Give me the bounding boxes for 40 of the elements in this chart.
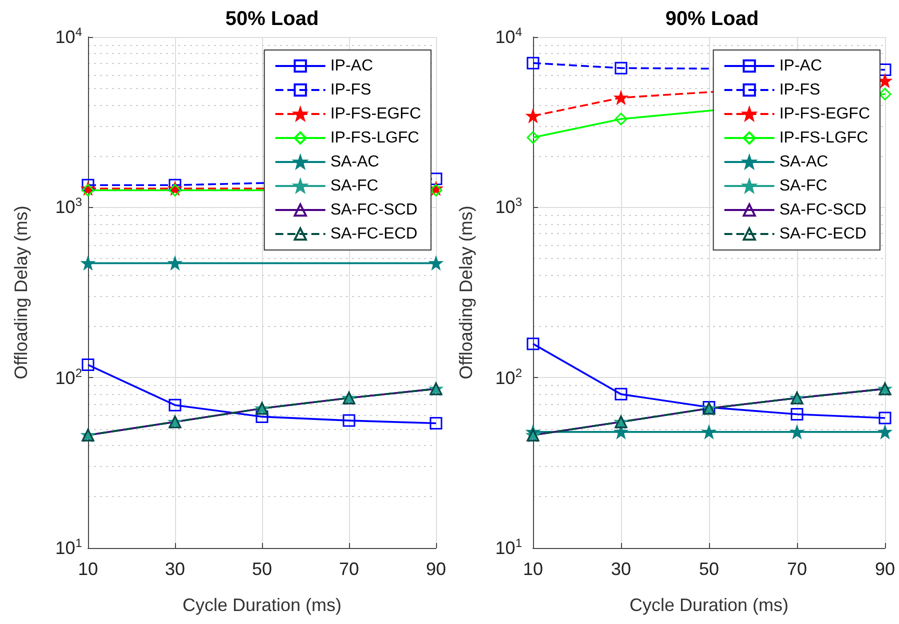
- legend-label: IP-AC: [779, 58, 822, 74]
- x-tick-label: 50: [252, 559, 272, 579]
- x-axis-title: Cycle Duration (ms): [182, 595, 342, 615]
- y-tick-label: 10$^{1}$: [55, 536, 82, 558]
- x-tick-label: 50: [698, 559, 720, 579]
- legend-label: IP-FS-EGFC: [779, 106, 870, 122]
- y-tick-label: 10$^{4}$: [495, 25, 522, 47]
- x-tick-label: 70: [786, 559, 808, 579]
- legend-label: IP-FS-EGFC: [330, 106, 422, 122]
- legend-label: IP-FS-LGFC: [779, 130, 868, 146]
- x-tick-label: 30: [164, 559, 186, 579]
- x-tick-label: 70: [338, 559, 360, 579]
- y-tick-label: 10$^{4}$: [55, 25, 82, 47]
- legend-label: SA-FC: [330, 178, 378, 194]
- y-tick-label: 10$^{2}$: [55, 366, 82, 388]
- y-tick-label: 10$^{3}$: [495, 195, 522, 218]
- legend-label: SA-AC: [330, 154, 380, 170]
- x-tick-label: 90: [874, 559, 896, 579]
- legend-label: SA-FC-ECD: [330, 226, 418, 242]
- legend-label: SA-FC-SCD: [330, 202, 418, 218]
- chart-title: 50% Load: [225, 8, 319, 30]
- x-tick-label: 90: [426, 559, 446, 579]
- legend-label: SA-FC-ECD: [779, 226, 866, 242]
- y-tick-label: 10$^{3}$: [55, 195, 82, 218]
- x-tick-label: 10: [522, 559, 544, 579]
- y-axis-title: Offloading Delay (ms): [456, 206, 476, 380]
- legend-label: SA-FC-SCD: [779, 202, 866, 218]
- legend-label: SA-FC: [779, 178, 828, 194]
- legend-label: IP-FS: [779, 82, 820, 98]
- chart-title: 90% Load: [665, 8, 759, 30]
- x-tick-label: 10: [78, 559, 98, 579]
- x-tick-label: 30: [610, 559, 632, 579]
- legend-label: IP-FS: [330, 82, 372, 98]
- y-tick-label: 10$^{2}$: [495, 366, 522, 388]
- legend-label: SA-AC: [779, 154, 828, 170]
- y-tick-label: 10$^{1}$: [495, 536, 522, 558]
- legend-label: IP-FS-LGFC: [330, 130, 420, 146]
- y-axis-title: Offloading Delay (ms): [11, 206, 31, 380]
- x-axis-title: Cycle Duration (ms): [629, 595, 789, 615]
- legend-label: IP-AC: [330, 58, 374, 74]
